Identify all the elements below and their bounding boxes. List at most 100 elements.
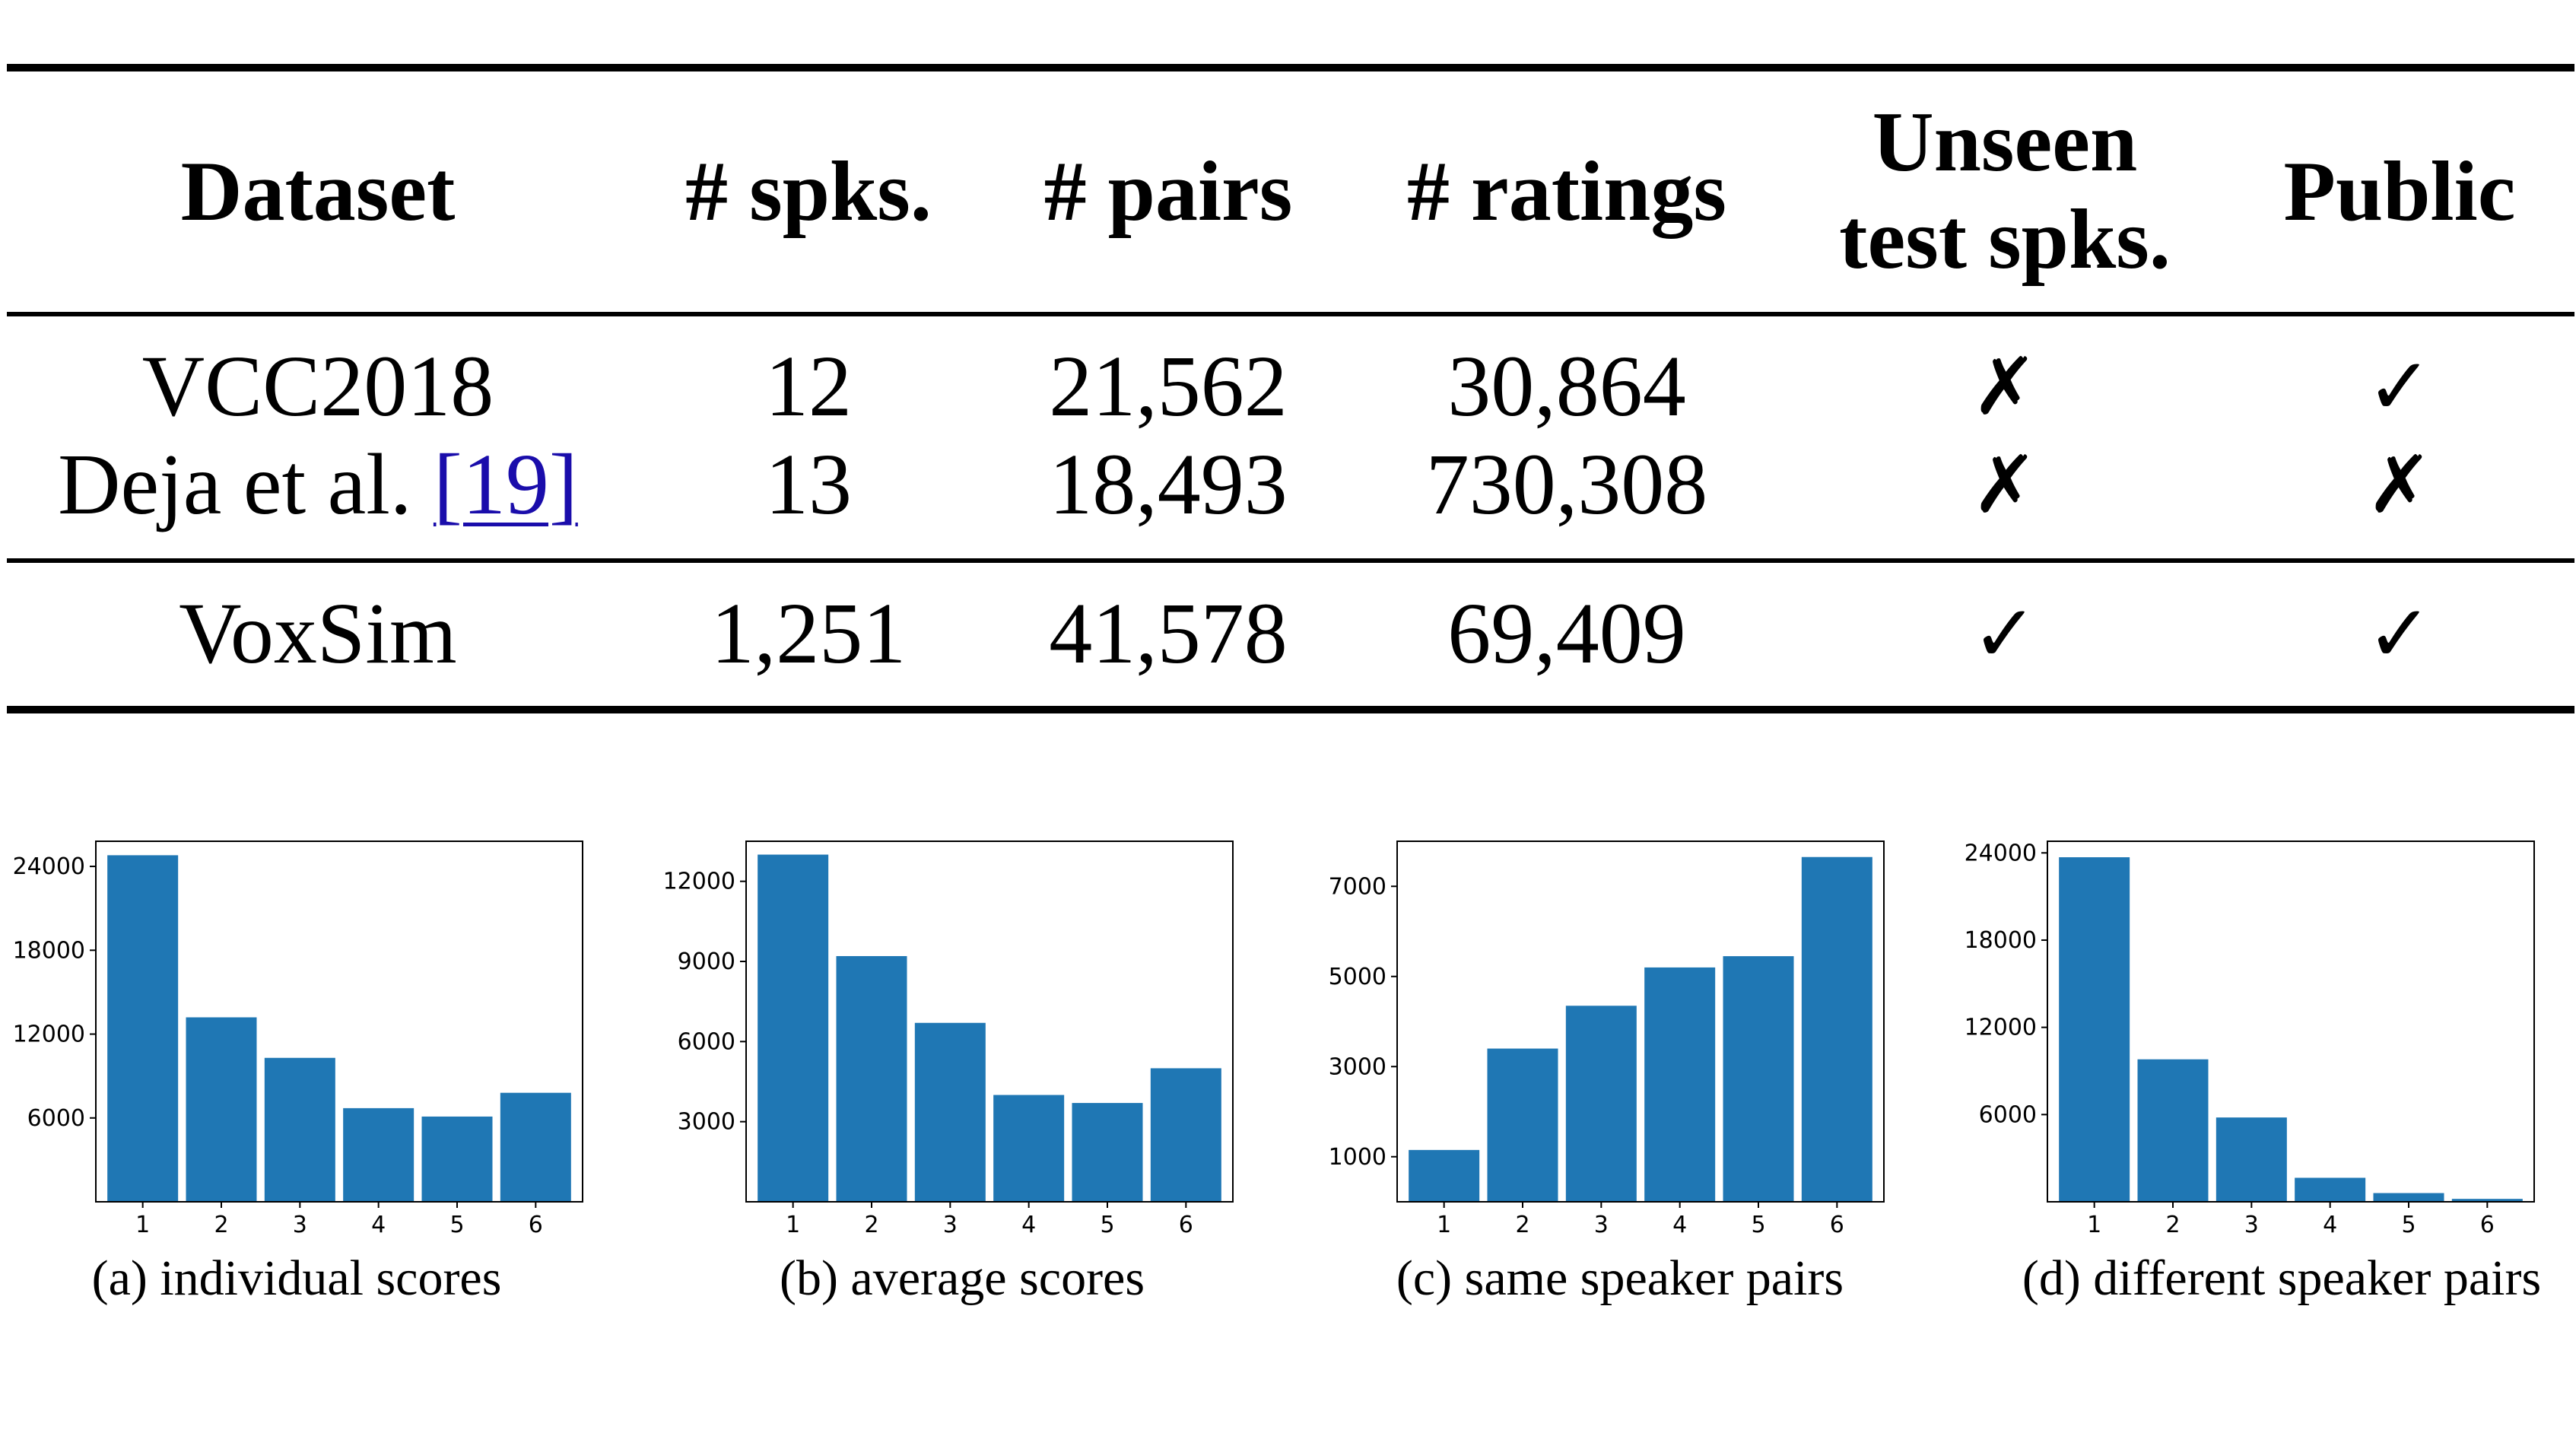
bar-5	[2373, 1193, 2444, 1202]
histogram-svg: 1 2 3 4 5 6 6000 12000 18000 24000	[1965, 840, 2535, 1238]
x-tick-label: 3	[293, 1212, 307, 1238]
y-tick-label: 3000	[678, 1109, 735, 1136]
row-vcc2018-dataset: VCC2018	[141, 338, 494, 434]
x-tick-label: 5	[1100, 1212, 1114, 1238]
x-tick-label: 2	[2165, 1212, 2180, 1238]
caption-d: (d) different speaker pairs	[2022, 1250, 2542, 1306]
y-tick-label: 9000	[678, 949, 735, 975]
x-tick-label: 5	[2401, 1212, 2416, 1238]
header-ratings: # ratings	[1407, 145, 1726, 239]
header-spks: # spks.	[685, 145, 932, 239]
x-tick-label: 1	[1437, 1212, 1451, 1238]
y-tick-label: 18000	[1965, 927, 2037, 954]
x-tick-label: 2	[864, 1212, 878, 1238]
row-vcc2018-spks: 12	[765, 338, 852, 434]
histogram-average-scores: 1 2 3 4 5 6 3000 6000 9000 12000	[650, 821, 1274, 1308]
x-tick-label: 2	[1515, 1212, 1529, 1238]
y-tick-label: 1000	[1329, 1144, 1386, 1171]
bar-6	[500, 1092, 571, 1202]
bar-5	[421, 1116, 493, 1202]
y-tick-label: 6000	[1979, 1101, 2037, 1128]
bar-5	[1072, 1103, 1143, 1202]
bar-2	[1487, 1048, 1558, 1202]
bar-2	[186, 1017, 257, 1202]
header-pairs: # pairs	[1043, 145, 1293, 239]
y-tick-label: 6000	[678, 1028, 735, 1055]
plot-frame	[95, 840, 583, 1203]
bar-6	[2451, 1199, 2523, 1202]
bar-4	[1644, 967, 1716, 1202]
row-vcc2018-ratings: 30,864	[1447, 338, 1686, 434]
histogram-individual-scores: 1 2 3 4 5 6 6000 12000 18000 24000	[0, 821, 624, 1308]
x-tick-label: 5	[449, 1212, 464, 1238]
plot-frame	[2047, 840, 2535, 1203]
header-unseen-line1: Unseen	[1872, 95, 2138, 189]
y-tick-label: 6000	[27, 1105, 85, 1132]
caption-b: (b) average scores	[779, 1250, 1145, 1306]
histogram-svg: 1 2 3 4 5 6 6000 12000 18000 24000	[13, 840, 583, 1238]
row-deja-public-cross-icon: ✗	[2366, 438, 2433, 531]
x-tick-label: 4	[371, 1212, 386, 1238]
bar-1	[107, 855, 179, 1202]
x-tick-label: 3	[2244, 1212, 2259, 1238]
histogram-different-speaker-pairs: 1 2 3 4 5 6 6000 12000 18000 24000	[1952, 821, 2575, 1308]
x-tick-label: 4	[1672, 1212, 1687, 1238]
row-deja-dataset-name: Deja et al.	[58, 436, 434, 532]
bar-4	[2295, 1177, 2366, 1202]
table-header-rule	[7, 312, 2574, 316]
bar-2	[836, 955, 907, 1202]
caption-c: (c) same speaker pairs	[1396, 1250, 1844, 1306]
plot-frame	[1396, 840, 1885, 1203]
bar-3	[2215, 1117, 2287, 1202]
bar-3	[914, 1022, 986, 1202]
x-tick-label: 6	[2480, 1212, 2495, 1238]
bar-2	[2137, 1059, 2209, 1202]
x-tick-label: 5	[1751, 1212, 1765, 1238]
bar-6	[1150, 1068, 1221, 1202]
y-tick-label: 12000	[1965, 1015, 2037, 1041]
row-voxsim-pairs: 41,578	[1049, 585, 1288, 682]
bar-4	[343, 1107, 415, 1202]
citation-link-19[interactable]: [19]	[433, 436, 578, 532]
row-voxsim-public-check-icon: ✓	[2366, 587, 2433, 680]
row-voxsim-spks: 1,251	[710, 585, 907, 682]
y-tick-label: 24000	[1965, 840, 2037, 866]
header-public: Public	[2283, 145, 2516, 239]
y-tick-label: 5000	[1329, 964, 1386, 990]
x-tick-label: 1	[786, 1212, 800, 1238]
y-tick-label: 3000	[1329, 1053, 1386, 1080]
x-tick-label: 4	[2323, 1212, 2337, 1238]
x-tick-label: 1	[135, 1212, 150, 1238]
bar-3	[1565, 1006, 1637, 1202]
bar-1	[758, 854, 829, 1202]
header-unseen-test-spks: Unseen test spks.	[1839, 94, 2171, 288]
row-deja-dataset: Deja et al. [19]	[58, 441, 578, 528]
histogram-same-speaker-pairs: 1 2 3 4 5 6 1000 3000 5000 7000	[1301, 821, 1925, 1308]
bar-5	[1723, 956, 1794, 1202]
bar-1	[2059, 857, 2130, 1202]
y-tick-label: 12000	[13, 1022, 85, 1048]
table-group-rule	[7, 558, 2574, 563]
bar-3	[264, 1057, 335, 1202]
row-vcc2018-unseen-cross-icon: ✗	[1971, 340, 2038, 433]
table-top-rule	[7, 64, 2574, 71]
x-tick-label: 3	[1594, 1212, 1609, 1238]
y-tick-label: 24000	[13, 853, 85, 880]
y-tick-label: 12000	[663, 869, 735, 895]
x-tick-label: 6	[1830, 1212, 1844, 1238]
x-tick-label: 6	[1179, 1212, 1193, 1238]
plot-frame	[745, 840, 1234, 1203]
row-deja-spks: 13	[765, 436, 852, 532]
bar-1	[1409, 1149, 1480, 1202]
x-tick-label: 1	[2087, 1212, 2101, 1238]
histogram-svg: 1 2 3 4 5 6 1000 3000 5000 7000	[1329, 840, 1885, 1238]
y-tick-label: 18000	[13, 937, 85, 964]
row-deja-pairs: 18,493	[1049, 436, 1288, 532]
row-voxsim-ratings: 69,409	[1447, 585, 1686, 682]
row-deja-ratings: 730,308	[1425, 436, 1708, 532]
x-tick-label: 4	[1021, 1212, 1036, 1238]
x-tick-label: 2	[214, 1212, 228, 1238]
row-voxsim-dataset: VoxSim	[179, 585, 457, 682]
row-deja-unseen-cross-icon: ✗	[1971, 438, 2038, 531]
table-bottom-rule	[7, 706, 2574, 713]
